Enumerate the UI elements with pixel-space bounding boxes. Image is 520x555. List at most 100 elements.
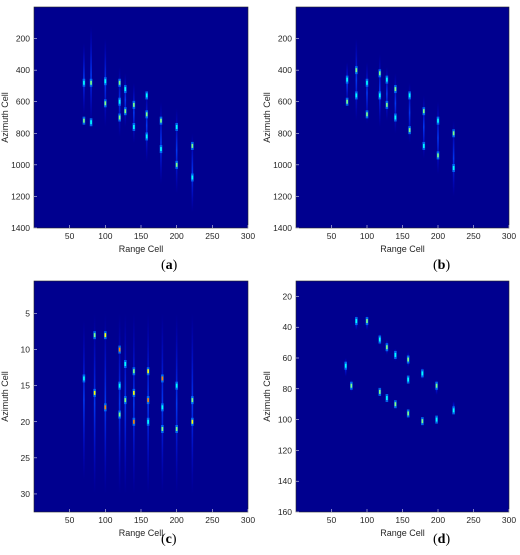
signal-peak [118,412,121,417]
signal-column [175,313,178,494]
x-tick-label: 250 [205,231,219,241]
signal-peak [191,398,194,403]
signal-peak [191,175,194,180]
signal-peak [452,166,455,171]
x-tick-label: 150 [134,515,148,525]
signal-peak [386,77,388,82]
panel-b: 50 100 150 200 250 300 200 400 600 800 1000 1200 140… [262,6,516,254]
plot-background [34,281,248,512]
x-tick-label: 100 [360,515,374,525]
signal-peak [124,398,127,403]
y-tick-label: 400 [278,65,292,75]
signal-peak [378,389,381,394]
signal-column [133,313,135,494]
signal-peak [83,80,85,85]
y-axis-label: Azimuth Cell [0,371,10,422]
signal-peak [386,345,388,350]
x-tick-label: 100 [360,231,374,241]
y-tick-label: 140 [278,476,292,486]
y-tick-label: 800 [278,128,292,138]
y-tick-label: 80 [283,384,293,394]
signal-peak [394,352,397,357]
signal-peak [408,93,411,98]
signal-peak [104,101,107,106]
signal-peak [191,419,194,424]
signal-peak [452,131,455,136]
x-tick-label: 300 [241,231,255,241]
signal-peak [104,333,107,338]
signal-peak [175,124,178,129]
signal-column [366,62,368,124]
y-axis-label: Azimuth Cell [262,92,272,143]
signal-peak [407,411,409,416]
caption-c: (c) [161,532,177,547]
signal-peak [93,333,96,338]
signal-peak [407,377,409,382]
signal-peak [435,383,438,388]
signal-peak [147,369,149,374]
signal-peak [378,337,381,342]
signal-column [355,38,358,121]
signal-peak [408,128,411,133]
caption-b: (b) [433,258,451,273]
y-tick-label: 1000 [273,160,292,170]
signal-peak [118,115,121,120]
signal-peak [161,426,164,431]
signal-peak [133,419,135,424]
signal-peak [147,419,149,424]
x-axis-label: Range Cell [119,528,164,538]
x-tick-label: 300 [502,515,516,525]
panel-a: 50 100 150 200 250 300 200 400 600 800 1000 1200 140… [0,6,255,254]
y-tick-label: 5 [25,308,30,318]
signal-peak [124,362,127,367]
signal-column [145,89,148,162]
signal-peak [378,71,381,76]
x-tick-label: 150 [395,515,409,525]
x-tick-label: 100 [98,515,112,525]
x-tick-label: 200 [170,231,184,241]
y-tick-label: 30 [21,489,31,499]
signal-peak [118,383,121,388]
y-axis-label: Azimuth Cell [262,371,272,422]
x-tick-label: 250 [466,515,480,525]
panel-d: 50 100 150 200 250 300 20 40 60 80 100 120 140 160 Ran… [262,280,516,538]
x-tick-label: 100 [98,231,112,241]
plot-background [34,7,248,228]
signal-peak [355,319,358,324]
signal-peak [104,405,107,410]
x-axis-label: Range Cell [119,244,164,254]
y-tick-label: 200 [16,34,30,44]
signal-peak [161,376,164,381]
x-tick-label: 50 [65,231,75,241]
signal-peak [160,118,162,123]
caption-d: (d) [433,532,451,547]
y-tick-label: 40 [283,322,293,332]
signal-peak [118,99,121,104]
signal-peak [175,162,178,167]
signal-column [191,133,194,213]
y-tick-label: 20 [21,417,31,427]
x-tick-label: 250 [205,515,219,525]
y-tick-label: 120 [278,445,292,455]
x-tick-label: 50 [327,515,337,525]
signal-peak [175,426,178,431]
signal-peak [104,79,107,84]
signal-peak [366,112,368,117]
signal-column [423,95,425,159]
y-tick-label: 20 [283,291,293,301]
x-tick-label: 300 [241,515,255,525]
signal-column [118,313,121,494]
signal-peak [118,80,121,85]
signal-column [124,73,127,127]
signal-column [83,320,85,480]
x-tick-label: 200 [431,231,445,241]
y-tick-label: 25 [21,453,31,463]
signal-peak [147,398,149,403]
signal-peak [366,319,368,324]
y-tick-label: 1400 [273,223,292,233]
signal-peak [133,102,135,107]
y-tick-label: 800 [16,128,30,138]
signal-peak [350,383,353,388]
